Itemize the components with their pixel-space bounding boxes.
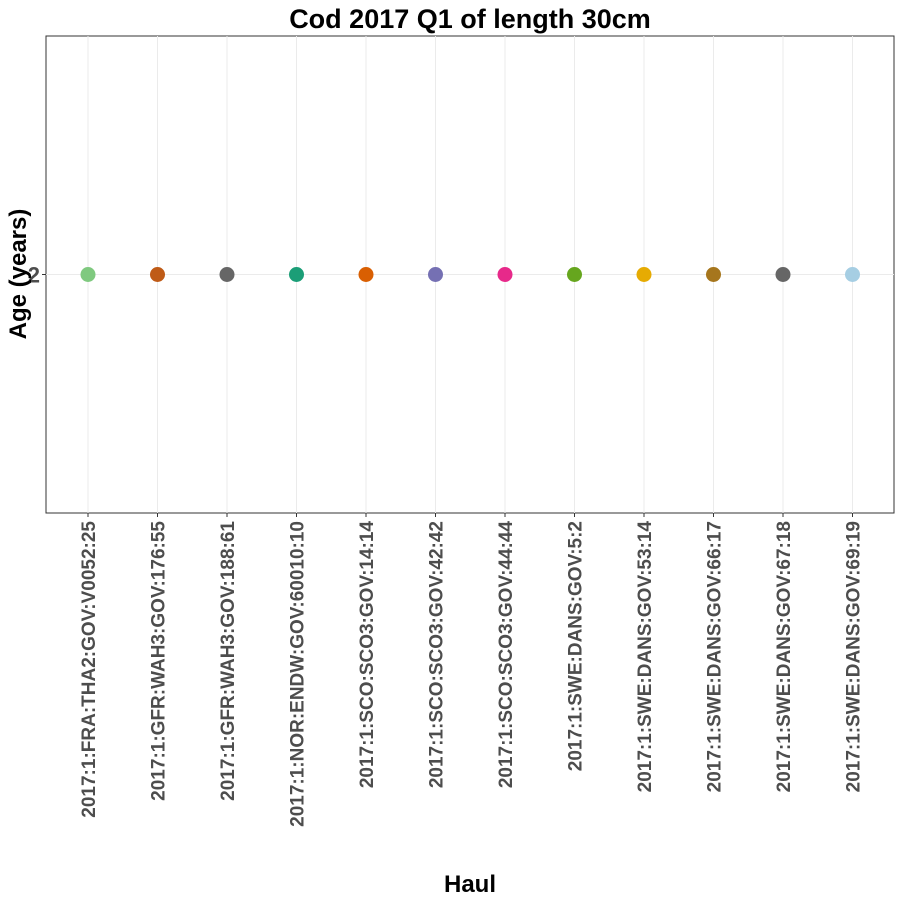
- x-tick-label: 2017:1:SWE:DANS:GOV:53:14: [635, 521, 656, 793]
- x-tick-label: 2017:1:GFR:WAH3:GOV:188:61: [218, 521, 239, 801]
- x-tick-label: 2017:1:SWE:DANS:GOV:66:17: [705, 521, 726, 792]
- x-tick-label: 2017:1:SCO:SCO3:GOV:14:14: [357, 521, 378, 789]
- x-tick-label: 2017:1:SWE:DANS:GOV:69:19: [844, 521, 865, 792]
- x-tick-label: 2017:1:SWE:DANS:GOV:67:18: [774, 521, 795, 792]
- x-tick-label: 2017:1:SCO:SCO3:GOV:44:44: [496, 521, 517, 789]
- data-point: [219, 267, 235, 282]
- data-point: [150, 267, 165, 282]
- data-point: [636, 267, 652, 282]
- data-point: [80, 267, 96, 282]
- x-tick-label: 2017:1:NOR:ENDW:GOV:60010:10: [288, 521, 309, 827]
- y-tick-label: 2: [28, 263, 40, 288]
- x-tick-label: 2017:1:GFR:WAH3:GOV:176:55: [149, 521, 170, 801]
- x-axis: 2017:1:FRA:THA2:GOV:V0052:25 2017:1:GFR:W…: [79, 513, 865, 827]
- points-layer: [80, 267, 860, 282]
- x-tick-label: 2017:1:SCO:SCO3:GOV:42:42: [427, 521, 448, 788]
- data-point: [775, 267, 791, 282]
- y-axis: 2: [28, 263, 46, 288]
- data-point: [845, 267, 860, 282]
- x-tick-label: 2017:1:SWE:DANS:GOV:5:2: [566, 521, 587, 771]
- y-axis-title: Age (years): [5, 209, 32, 340]
- data-point: [289, 267, 304, 282]
- chart-title: Cod 2017 Q1 of length 30cm: [289, 4, 651, 34]
- data-point: [428, 267, 443, 282]
- data-point: [706, 267, 721, 282]
- x-tick-label: 2017:1:FRA:THA2:GOV:V0052:25: [79, 521, 100, 818]
- data-point: [567, 267, 582, 282]
- data-point: [358, 267, 374, 282]
- x-axis-title: Haul: [444, 871, 496, 898]
- data-point: [497, 267, 513, 282]
